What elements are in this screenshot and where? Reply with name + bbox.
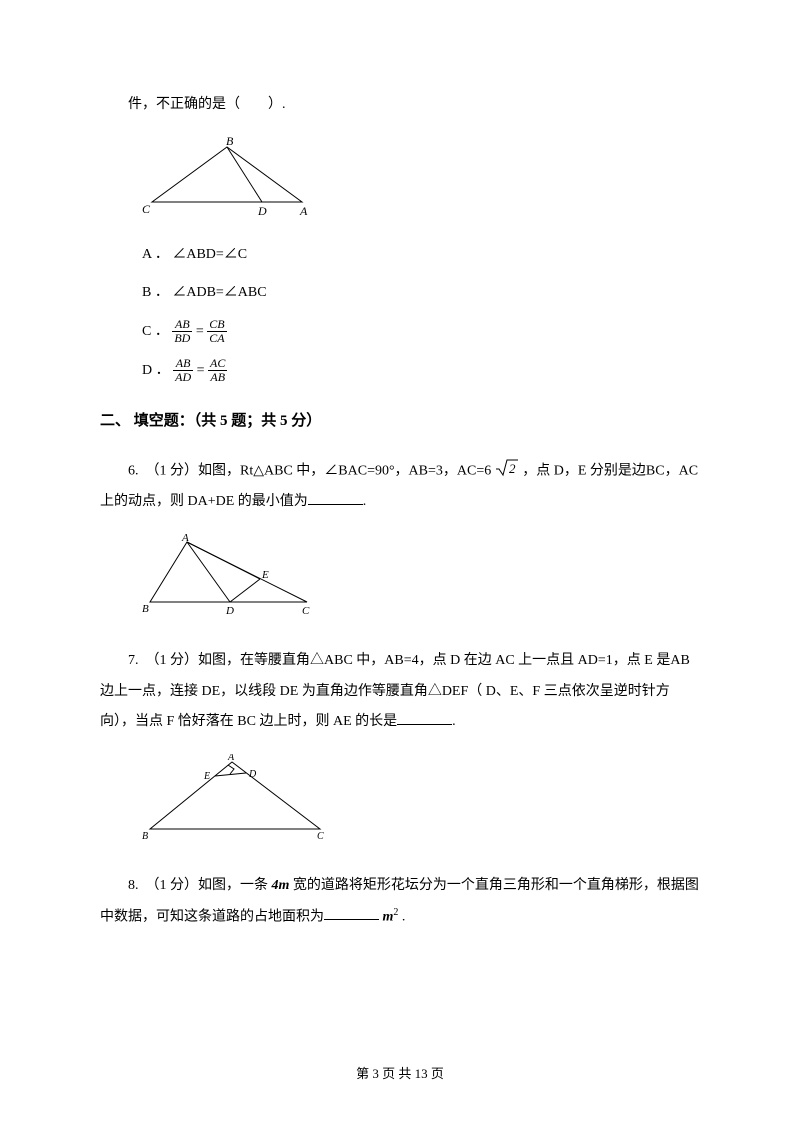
label-A: A bbox=[299, 204, 308, 217]
period: . bbox=[398, 909, 405, 924]
frac-den: AD bbox=[173, 371, 193, 384]
opt-b-prefix: B ． bbox=[142, 285, 169, 300]
label-D: D bbox=[248, 769, 257, 780]
label-C: C bbox=[302, 605, 310, 617]
q8-width: 4m bbox=[272, 878, 290, 893]
blank-fill[interactable] bbox=[308, 491, 363, 505]
opt-c-prefix: C ． bbox=[142, 324, 169, 339]
frac-num: AB bbox=[172, 318, 192, 332]
frac-c1: AB BD bbox=[172, 318, 192, 345]
opt-d-prefix: D ． bbox=[142, 363, 170, 378]
q6-text-a: 6. （1 分）如图，Rt△ABC 中，∠BAC=90°，AB=3，AC=6 bbox=[128, 463, 495, 478]
label-B: B bbox=[142, 603, 149, 615]
opt-b-text: ∠ADB=∠ABC bbox=[172, 285, 266, 300]
sqrt-val: 2 bbox=[509, 461, 516, 476]
label-A: A bbox=[181, 534, 189, 544]
q5-lead: 件，不正确的是（ ）. bbox=[100, 90, 700, 121]
label-E: E bbox=[203, 771, 210, 782]
q7-text-a: 7. （1 分）如图，在等腰直角△ABC 中，AB=4，点 D 在边 AC 上一… bbox=[100, 653, 690, 730]
frac-d2: AC AB bbox=[208, 357, 227, 384]
frac-den: CA bbox=[207, 332, 226, 345]
frac-num: CB bbox=[207, 318, 226, 332]
period: . bbox=[363, 494, 367, 509]
q7-text: 7. （1 分）如图，在等腰直角△ABC 中，AB=4，点 D 在边 AC 上一… bbox=[100, 646, 700, 738]
period: . bbox=[452, 714, 456, 729]
footer-left: 第 bbox=[356, 1066, 372, 1081]
label-A: A bbox=[227, 754, 235, 763]
label-B: B bbox=[142, 831, 148, 842]
q5-option-a: A ． ∠ABD=∠C bbox=[100, 240, 700, 271]
label-B: B bbox=[226, 137, 234, 148]
blank-fill[interactable] bbox=[324, 906, 379, 920]
frac-den: AB bbox=[208, 371, 227, 384]
page-content: 件，不正确的是（ ）. B C D A A ． ∠ABD=∠C B ． ∠ADB… bbox=[100, 90, 700, 933]
q5-option-c: C ． AB BD = CB CA bbox=[100, 317, 700, 348]
label-D: D bbox=[225, 605, 234, 617]
label-C: C bbox=[142, 202, 151, 216]
blank-fill[interactable] bbox=[397, 711, 452, 725]
label-E: E bbox=[261, 569, 269, 581]
footer-total: 13 bbox=[415, 1066, 428, 1081]
footer-right: 页 bbox=[428, 1066, 444, 1081]
page-footer: 第 3 页 共 13 页 bbox=[0, 1063, 800, 1082]
label-D: D bbox=[257, 204, 267, 217]
q6-figure: A E B D C bbox=[142, 534, 700, 632]
label-C: C bbox=[317, 831, 324, 842]
footer-mid: 页 共 bbox=[379, 1066, 415, 1081]
frac-d1: AB AD bbox=[173, 357, 193, 384]
opt-a-text: ∠ABD=∠C bbox=[172, 247, 247, 262]
q8-text: 8. （1 分）如图，一条 4m 宽的道路将矩形花坛分为一个直角三角形和一个直角… bbox=[100, 871, 700, 933]
q8-unit: m bbox=[383, 909, 394, 924]
frac-num: AB bbox=[173, 357, 193, 371]
frac-den: BD bbox=[172, 332, 192, 345]
section-2-title: 二、 填空题：（共 5 题；共 5 分） bbox=[100, 405, 700, 438]
q6-text: 6. （1 分）如图，Rt△ABC 中，∠BAC=90°，AB=3，AC=6 2… bbox=[100, 456, 700, 518]
q8-text-a: 8. （1 分）如图，一条 bbox=[128, 878, 272, 893]
q5-option-d: D ． AB AD = AC AB bbox=[100, 356, 700, 387]
q7-figure: A E D B C bbox=[142, 754, 700, 857]
eq-sign: = bbox=[196, 324, 207, 339]
eq-sign: = bbox=[197, 363, 208, 378]
q5-option-b: B ． ∠ADB=∠ABC bbox=[100, 278, 700, 309]
frac-c2: CB CA bbox=[207, 318, 226, 345]
opt-a-prefix: A ． bbox=[142, 247, 169, 262]
frac-num: AC bbox=[208, 357, 227, 371]
q5-figure: B C D A bbox=[142, 137, 700, 230]
sqrt-icon: 2 bbox=[495, 456, 519, 487]
